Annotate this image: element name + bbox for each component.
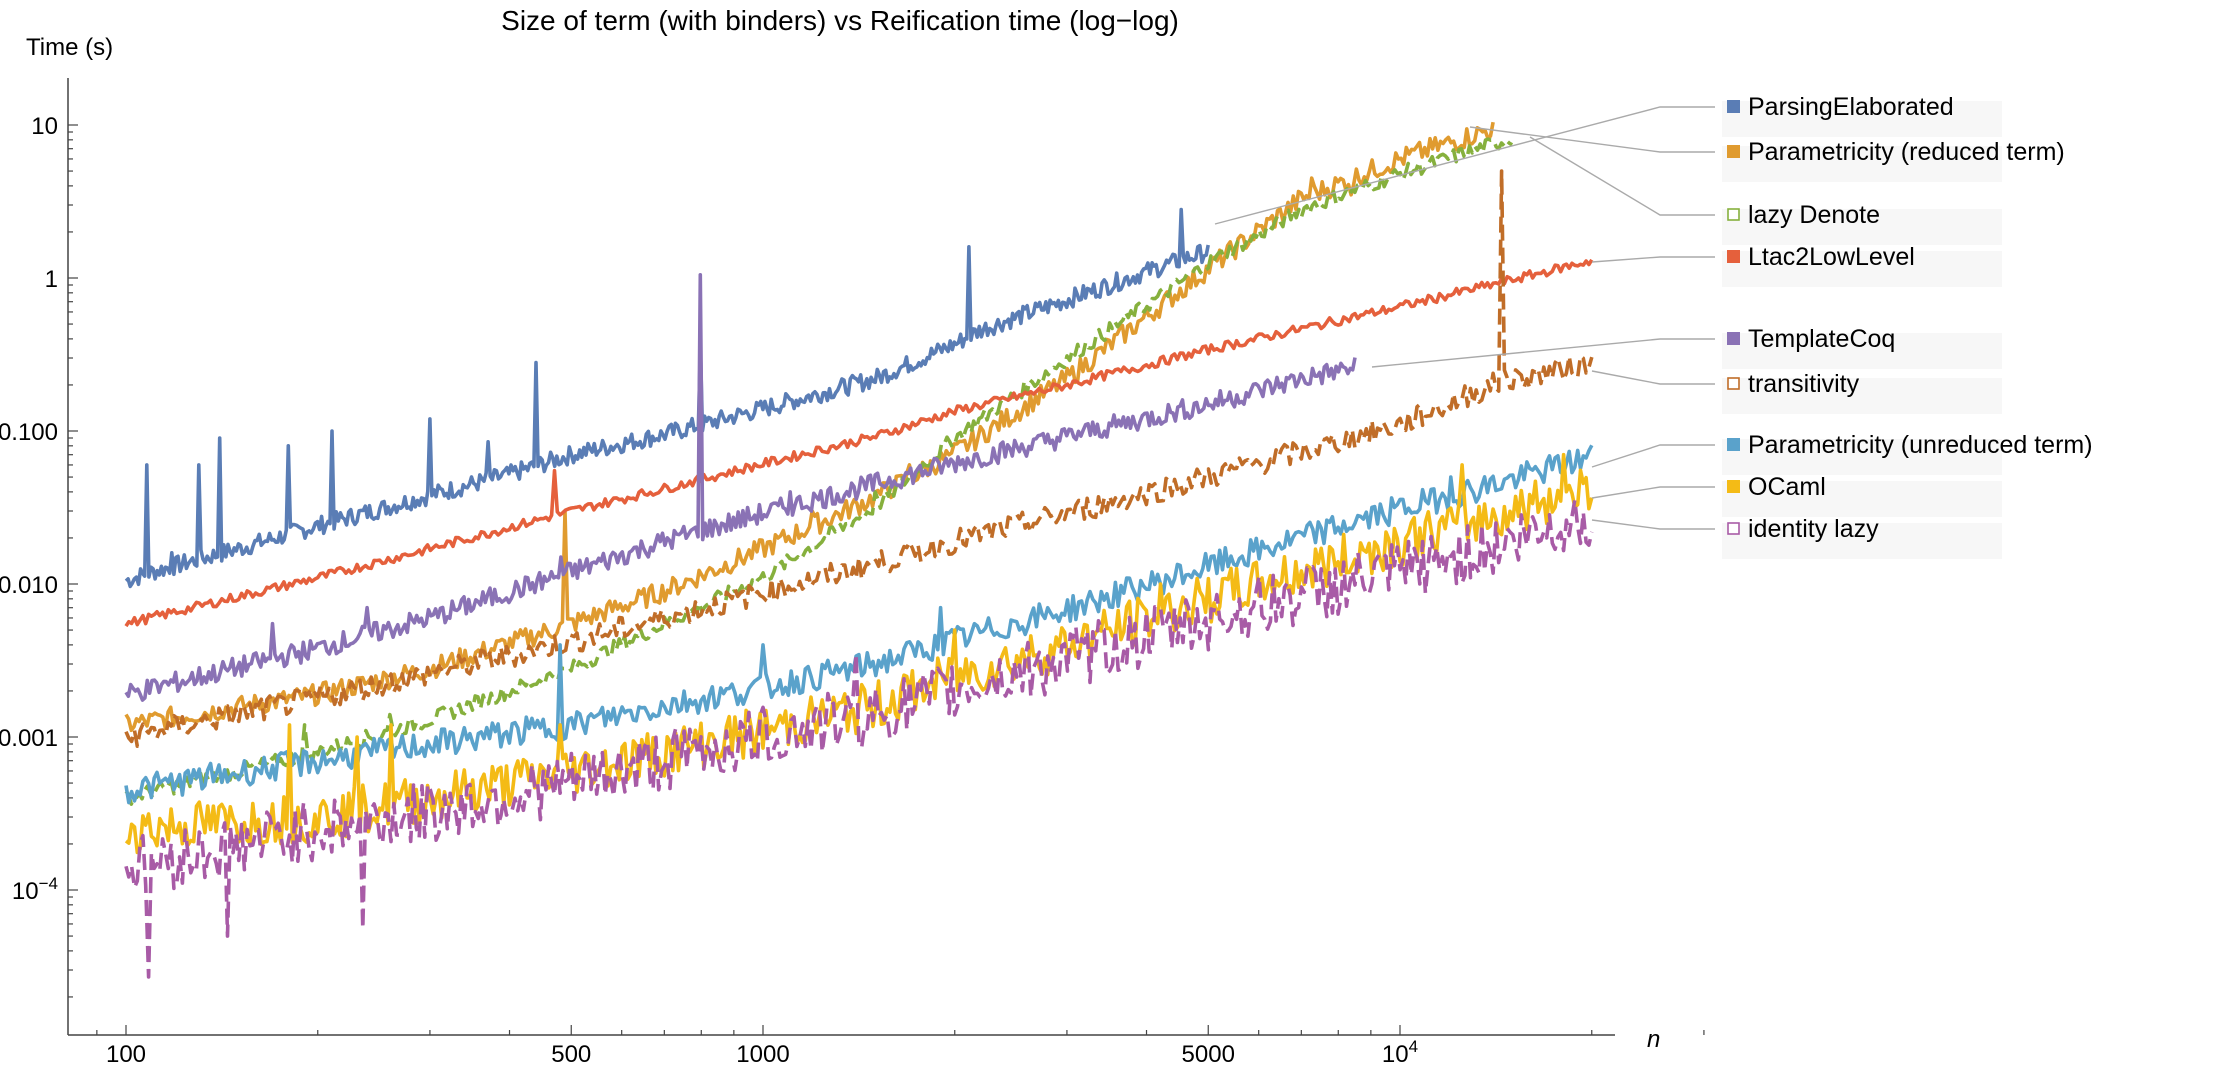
legend: ParsingElaborated Parametricity (reduced … — [1214, 93, 2093, 559]
y-tick-label-exponent: −4 — [39, 874, 58, 893]
legend-entry-bg — [1722, 209, 2002, 245]
x-tick-label: 1000 — [736, 1041, 789, 1067]
y-axis-label: Time (s) — [26, 34, 113, 61]
legend-label: Parametricity (reduced term) — [1748, 138, 2065, 166]
legend-entry-bg — [1722, 101, 2002, 137]
y-tick-label: 1 — [45, 266, 58, 293]
legend-callout-line — [1214, 106, 1715, 225]
legend-swatch-open — [1727, 377, 1740, 390]
x-tick-label: 104 — [1382, 1037, 1418, 1067]
legend-entry-bg — [1722, 481, 2002, 517]
legend-swatch-open — [1727, 208, 1740, 221]
legend-label: transitivity — [1748, 370, 1860, 398]
legend-callout-line — [1371, 338, 1715, 368]
legend-label: TemplateCoq — [1748, 325, 1895, 353]
legend-entry-bg — [1722, 251, 2002, 287]
legend-swatch — [1727, 145, 1740, 158]
series-line-ltac2lowlevel — [124, 258, 1594, 628]
legend-callout-line — [1591, 256, 1715, 263]
legend-callout-line — [1591, 486, 1715, 499]
legend-label: identity lazy — [1748, 515, 1879, 543]
legend-label: Parametricity (unreduced term) — [1748, 431, 2093, 459]
legend-entry-bg — [1722, 378, 2002, 414]
y-tick-label: 10 — [31, 113, 58, 140]
x-tick-label: 500 — [551, 1041, 591, 1067]
y-tick-label: 10−4 — [12, 874, 58, 905]
legend-entry-bg — [1722, 333, 2002, 369]
legend-callout-line — [1591, 444, 1715, 468]
legend-entry-bg — [1722, 523, 2002, 559]
series-line-templatecoq — [124, 273, 1357, 702]
legend-callout-line — [1591, 519, 1715, 530]
series-line-identity-lazy — [124, 498, 1594, 979]
legend-swatch — [1727, 438, 1740, 451]
x-tick-label: 100 — [106, 1041, 146, 1067]
legend-swatch — [1727, 480, 1740, 493]
y-tick-label: 0.100 — [0, 419, 58, 446]
legend-label: Ltac2LowLevel — [1748, 243, 1915, 271]
x-tick-label: 5000 — [1182, 1041, 1235, 1067]
x-axis-label: n — [1647, 1026, 1660, 1053]
legend-swatch — [1727, 250, 1740, 263]
legend-callout-line — [1469, 126, 1715, 153]
x-tick-label-exponent: 4 — [1409, 1037, 1418, 1056]
axes: 100 500 1000 5000 104 10 1 0.100 0.010 0.001 10−4 — [0, 78, 1705, 1067]
series-line-parametricity-reduced-term- — [124, 121, 1495, 733]
chart-title: Size of term (with binders) vs Reificati… — [501, 5, 1179, 36]
series-line-transitivity — [124, 169, 1594, 748]
legend-callout-line — [1529, 136, 1715, 216]
legend-callout-line — [1591, 370, 1715, 385]
y-tick-label: 0.001 — [0, 725, 58, 752]
legend-swatch-open — [1727, 522, 1740, 535]
legend-label: lazy Denote — [1748, 201, 1880, 229]
legend-swatch — [1727, 332, 1740, 345]
legend-entry-bg — [1722, 146, 2002, 182]
y-tick-label: 0.010 — [0, 572, 58, 599]
series-line-parametricity-unreduced-term- — [124, 444, 1594, 805]
plot-area — [124, 121, 1594, 979]
series-line-parsingelaborated — [124, 207, 1210, 589]
legend-label: OCaml — [1748, 473, 1826, 501]
legend-swatch — [1727, 100, 1740, 113]
legend-entry-bg — [1722, 439, 2002, 475]
legend-label: ParsingElaborated — [1748, 93, 1954, 121]
